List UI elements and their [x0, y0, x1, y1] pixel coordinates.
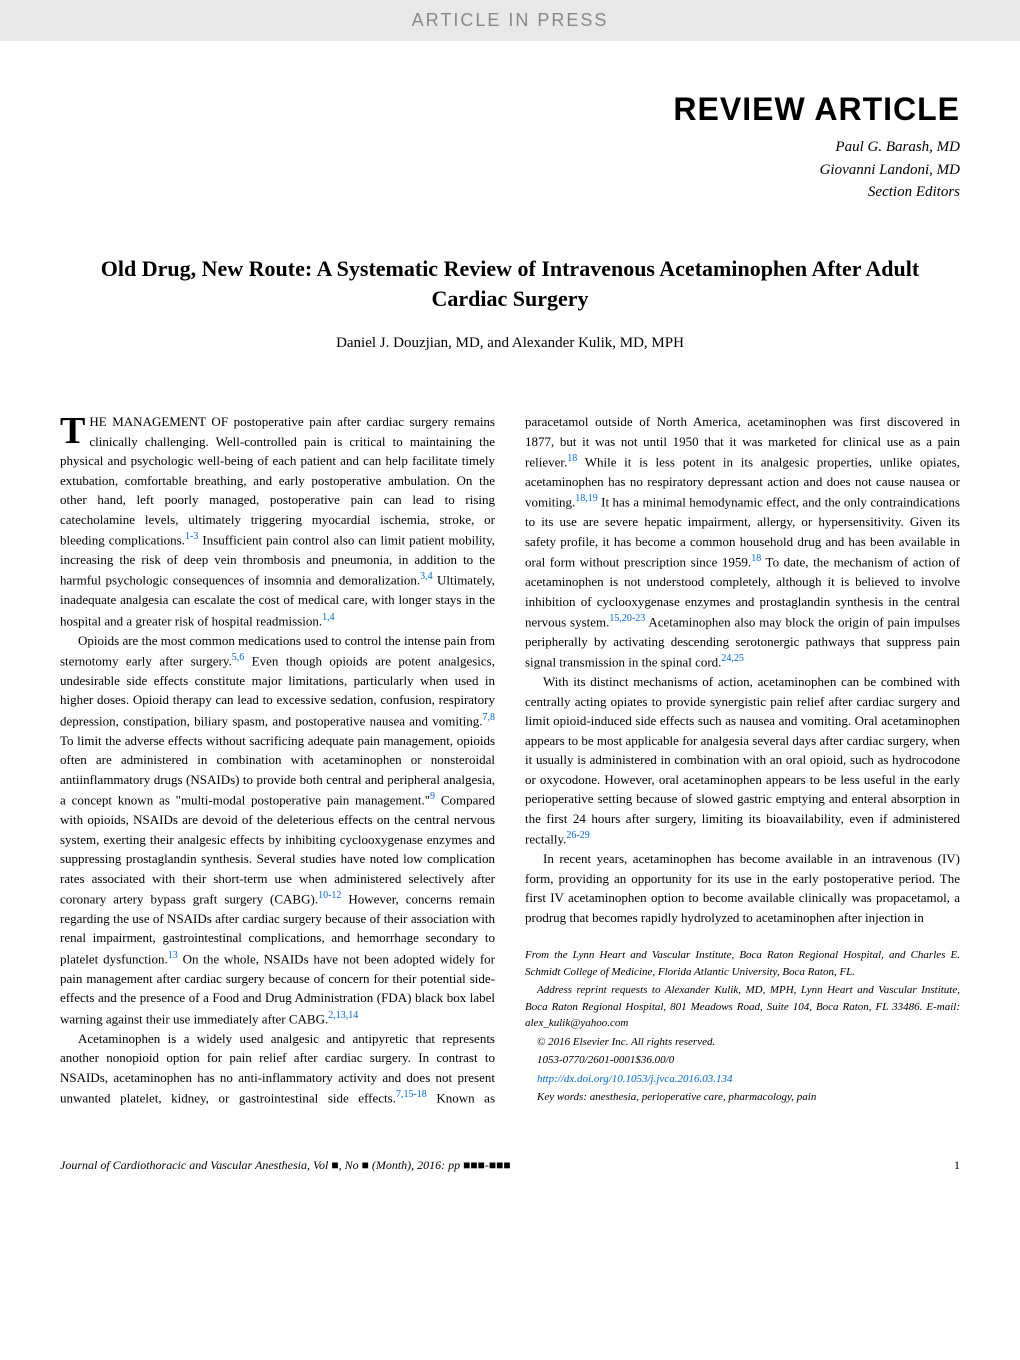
authors-line: Daniel J. Douzjian, MD, and Alexander Ku…	[60, 335, 960, 352]
copyright-text: © 2016 Elsevier Inc. All rights reserved…	[525, 1034, 960, 1051]
citation-ref[interactable]: 18,19	[575, 493, 598, 504]
citation-ref[interactable]: 24,25	[721, 653, 744, 664]
citation-ref[interactable]: 10-12	[318, 890, 341, 901]
journal-footer: Journal of Cardiothoracic and Vascular A…	[0, 1148, 1020, 1193]
paragraph-5: In recent years, acetaminophen has becom…	[525, 849, 960, 927]
doi-link[interactable]: http://dx.doi.org/10.1053/j.jvca.2016.03…	[537, 1073, 732, 1085]
dropcap: T	[60, 412, 89, 446]
citation-ref[interactable]: 2,13,14	[328, 1010, 358, 1021]
article-status-banner: ARTICLE IN PRESS	[0, 0, 1020, 41]
main-content: REVIEW ARTICLE Paul G. Barash, MD Giovan…	[0, 41, 1020, 1148]
editor-name-2: Giovanni Landoni, MD	[60, 159, 960, 182]
editor-name-1: Paul G. Barash, MD	[60, 136, 960, 159]
reprint-request-text: Address reprint requests to Alexander Ku…	[525, 982, 960, 1032]
article-type-label: REVIEW ARTICLE	[60, 91, 960, 128]
body-text: Compared with opioids, NSAIDs are devoid…	[60, 793, 495, 907]
page-number: 1	[954, 1158, 960, 1173]
body-columns: THE MANAGEMENT OF postoperative pain aft…	[60, 412, 960, 1108]
body-text: With its distinct mechanisms of action, …	[525, 674, 960, 846]
citation-ref[interactable]: 3,4	[420, 571, 433, 582]
paragraph-2: Opioids are the most common medications …	[60, 631, 495, 1029]
editor-role: Section Editors	[60, 181, 960, 204]
keywords-text: Key words: anesthesia, perioperative car…	[525, 1089, 960, 1106]
citation-ref[interactable]: 13	[168, 950, 178, 961]
citation-ref[interactable]: 18	[567, 453, 577, 464]
issn-text: 1053-0770/2601-0001$36.00/0	[525, 1052, 960, 1069]
citation-ref[interactable]: 7,8	[483, 712, 496, 723]
journal-citation: Journal of Cardiothoracic and Vascular A…	[60, 1158, 511, 1173]
citation-ref[interactable]: 26-29	[566, 830, 589, 841]
citation-ref[interactable]: 1-3	[185, 531, 198, 542]
citation-ref[interactable]: 15,20-23	[609, 613, 645, 624]
affiliation-text: From the Lynn Heart and Vascular Institu…	[525, 947, 960, 980]
citation-ref[interactable]: 5,6	[232, 652, 245, 663]
section-editors: Paul G. Barash, MD Giovanni Landoni, MD …	[60, 136, 960, 204]
lead-caps: HE MANAGEMENT OF	[89, 414, 228, 429]
paragraph-4: With its distinct mechanisms of action, …	[525, 672, 960, 849]
citation-ref[interactable]: 7,15-18	[396, 1089, 427, 1100]
article-footer-metadata: From the Lynn Heart and Vascular Institu…	[525, 947, 960, 1106]
paragraph-1: THE MANAGEMENT OF postoperative pain aft…	[60, 412, 495, 630]
body-text: In recent years, acetaminophen has becom…	[525, 851, 960, 925]
citation-ref[interactable]: 18	[751, 553, 761, 564]
article-title: Old Drug, New Route: A Systematic Review…	[60, 254, 960, 316]
citation-ref[interactable]: 1,4	[322, 612, 335, 623]
body-text: postoperative pain after cardiac surgery…	[60, 414, 495, 547]
